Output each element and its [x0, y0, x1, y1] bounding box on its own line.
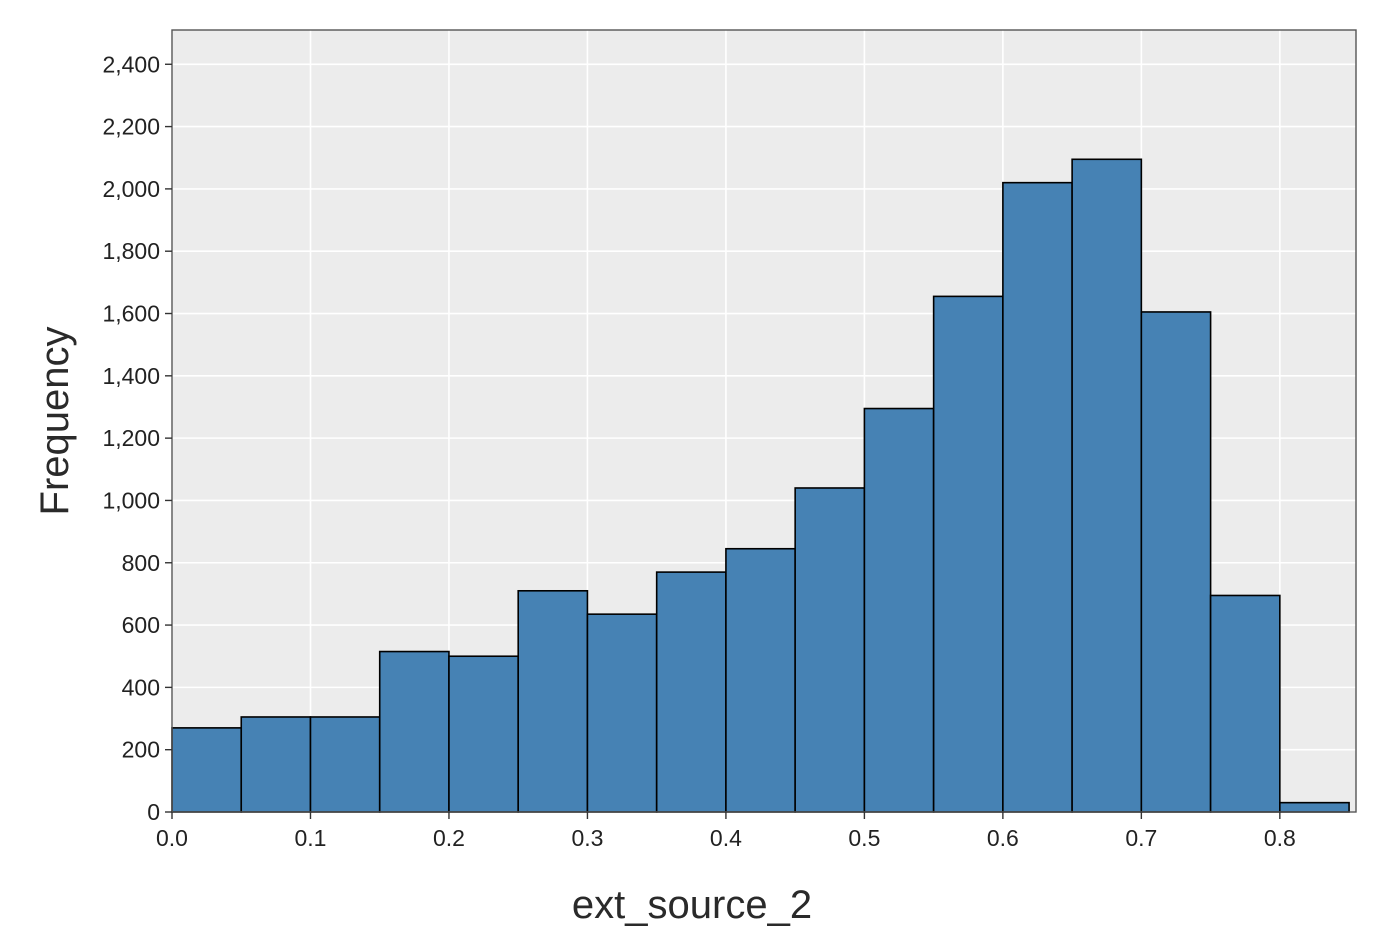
y-tick-label: 1,000 — [102, 487, 160, 513]
histogram-bar — [586, 613, 658, 813]
x-tick-label: 0.4 — [710, 825, 742, 851]
x-axis-ticks: 0.0 0.1 0.2 0.3 0.4 0.5 0.6 0.7 0.8 — [156, 812, 1296, 851]
x-tick-label: 0.1 — [294, 825, 326, 851]
y-tick-label: 1,600 — [102, 301, 160, 327]
y-tick-label: 2,400 — [102, 51, 160, 77]
y-tick-label: 800 — [122, 550, 160, 576]
histogram-bar — [794, 487, 866, 813]
y-tick-label: 0 — [147, 799, 160, 825]
y-tick-label: 1,400 — [102, 363, 160, 389]
histogram-bar — [240, 716, 312, 813]
histogram-bar — [1002, 181, 1073, 813]
histogram-bar — [171, 727, 243, 813]
histogram-bar — [863, 407, 935, 813]
x-axis-title: ext_source_2 — [572, 883, 812, 927]
x-tick-label: 0.0 — [156, 825, 188, 851]
histogram-bar — [655, 571, 727, 813]
y-axis-title: Frequency — [33, 327, 77, 516]
x-tick-label: 0.8 — [1264, 825, 1296, 851]
histogram-bar — [1209, 594, 1281, 813]
y-tick-label: 200 — [122, 737, 160, 763]
y-tick-label: 2,000 — [102, 176, 160, 202]
histogram-bar — [725, 547, 796, 813]
histogram-bar — [448, 655, 519, 813]
histogram-bar — [1140, 311, 1212, 813]
histogram-bar — [932, 295, 1004, 813]
x-tick-label: 0.6 — [987, 825, 1019, 851]
plot-frame — [171, 29, 1357, 813]
y-axis-ticks: 0 200 400 600 800 1,000 1,200 1,400 1,600 1,800 2,… — [102, 51, 172, 825]
x-tick-label: 0.7 — [1125, 825, 1157, 851]
y-tick-label: 1,800 — [102, 238, 160, 264]
y-tick-label: 600 — [122, 612, 160, 638]
histogram-bar — [309, 716, 381, 813]
x-tick-label: 0.5 — [848, 825, 880, 851]
x-tick-label: 0.2 — [433, 825, 465, 851]
y-tick-label: 1,200 — [102, 425, 160, 451]
histogram-bar — [1279, 801, 1350, 813]
histogram-bar — [378, 650, 450, 813]
x-tick-label: 0.3 — [571, 825, 603, 851]
histogram-bar — [1071, 158, 1143, 813]
histogram-bars — [171, 158, 1350, 813]
y-tick-label: 2,200 — [102, 114, 160, 140]
y-tick-label: 400 — [122, 674, 160, 700]
histogram-bar — [517, 589, 589, 813]
